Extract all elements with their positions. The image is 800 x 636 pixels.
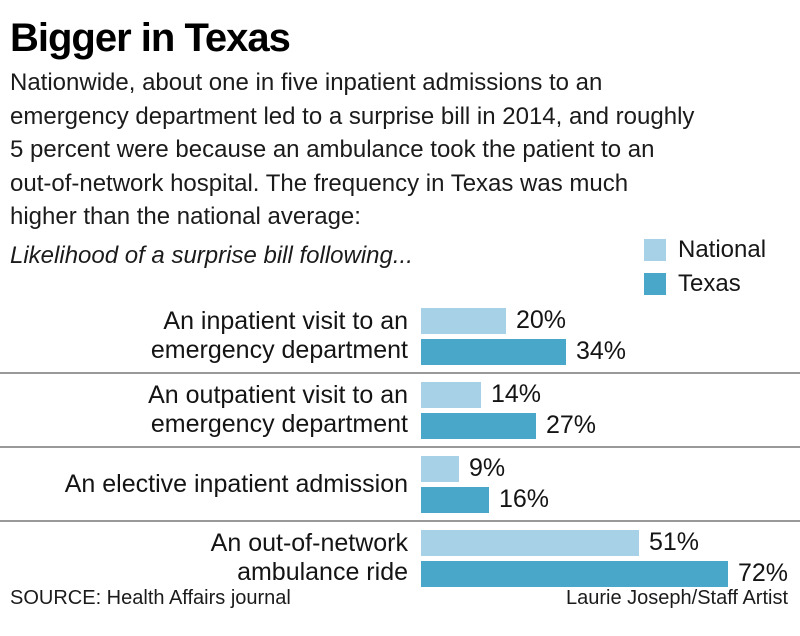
- legend-label: Texas: [678, 270, 741, 297]
- chart-subtitle: Likelihood of a surprise bill following.…: [10, 242, 413, 269]
- legend: National Texas: [644, 236, 766, 304]
- legend-label: National: [678, 236, 767, 263]
- source-note: SOURCE: Health Affairs journal: [10, 587, 291, 609]
- category-label: An elective inpatient admission: [64, 469, 408, 498]
- texas-bar: [421, 412, 536, 439]
- national-bar: [421, 307, 506, 334]
- credit-note: Laurie Joseph/Staff Artist: [566, 587, 788, 609]
- texas-swatch-icon: [644, 273, 666, 295]
- intro-line: out-of-network hospital. The frequency i…: [10, 169, 629, 197]
- texas-value: 72%: [738, 559, 789, 587]
- intro-line: Nationwide, about one in five inpatient …: [10, 69, 603, 96]
- national-swatch-icon: [644, 239, 666, 261]
- texas-bar-line: 34%: [421, 337, 626, 366]
- national-bar-line: 9%: [421, 454, 549, 483]
- texas-bar: [421, 560, 728, 587]
- national-value: 20%: [516, 306, 567, 334]
- chart-row: An inpatient visit to an emergency depart…: [0, 300, 800, 372]
- texas-value: 27%: [546, 411, 597, 439]
- intro-line: higher than the national average:: [10, 203, 361, 230]
- national-bar: [421, 381, 481, 408]
- chart-row: An out-of-network ambulance ride 51% 72%: [0, 520, 800, 594]
- texas-bar-line: 27%: [421, 411, 596, 440]
- texas-bar-line: 16%: [421, 485, 549, 514]
- national-bar: [421, 455, 459, 482]
- legend-item-national: National: [644, 236, 766, 264]
- intro-line: emergency department led to a surprise b…: [10, 102, 695, 130]
- intro-line: 5 percent were because an ambulance took…: [10, 136, 655, 163]
- intro-paragraph: Nationwide, about one in five inpatient …: [10, 66, 694, 234]
- chart-row: An elective inpatient admission 9% 16%: [0, 446, 800, 520]
- category-label: An outpatient visit to an emergency depar…: [148, 381, 408, 438]
- national-bar-line: 20%: [421, 306, 626, 335]
- national-value: 14%: [491, 380, 542, 408]
- category-label: An inpatient visit to an emergency depart…: [150, 307, 408, 364]
- bar-group: 14% 27%: [421, 378, 596, 442]
- national-value: 9%: [469, 454, 506, 482]
- bar-group: 51% 72%: [421, 526, 788, 590]
- national-bar: [421, 529, 639, 556]
- texas-bar: [421, 338, 566, 365]
- texas-value: 16%: [499, 485, 550, 513]
- category-label: An out-of-network ambulance ride: [210, 529, 408, 586]
- texas-value: 34%: [576, 337, 627, 365]
- texas-bar: [421, 486, 489, 513]
- bar-group: 20% 34%: [421, 304, 626, 368]
- national-bar-line: 51%: [421, 528, 788, 557]
- national-value: 51%: [649, 528, 700, 556]
- chart-row: An outpatient visit to an emergency depar…: [0, 372, 800, 446]
- texas-bar-line: 72%: [421, 559, 788, 588]
- chart: An inpatient visit to an emergency depart…: [0, 300, 800, 594]
- national-bar-line: 14%: [421, 380, 596, 409]
- legend-item-texas: Texas: [644, 270, 766, 298]
- bar-group: 9% 16%: [421, 452, 549, 516]
- page-title: Bigger in Texas: [10, 16, 291, 60]
